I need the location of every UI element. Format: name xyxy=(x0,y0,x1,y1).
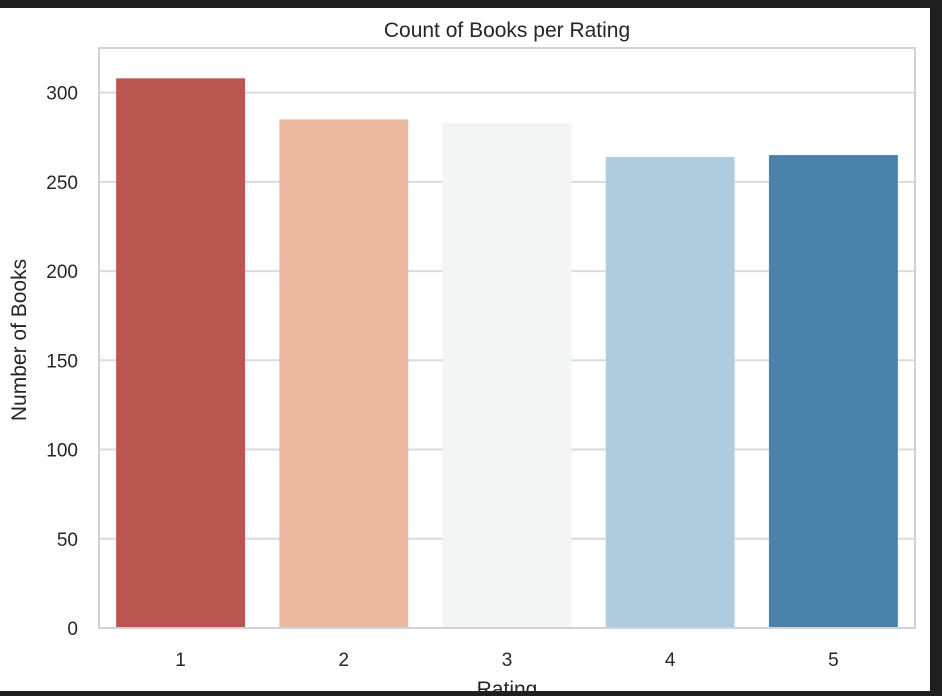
chart-title: Count of Books per Rating xyxy=(384,19,630,42)
bar-rating-1 xyxy=(116,78,246,629)
y-axis-ticks: 0 50 100 150 200 250 300 xyxy=(46,84,78,640)
x-tick-label: 4 xyxy=(665,650,676,671)
x-tick-label: 5 xyxy=(828,650,839,671)
y-tick-label: 200 xyxy=(46,262,78,283)
y-tick-label: 150 xyxy=(46,351,78,372)
plot-area xyxy=(98,47,916,629)
plot-frame xyxy=(98,47,916,629)
x-axis-ticks: 1 2 3 4 5 xyxy=(175,650,838,671)
y-tick-label: 250 xyxy=(46,173,78,194)
x-axis-label: Rating xyxy=(477,678,538,691)
x-tick-label: 2 xyxy=(339,650,350,671)
x-tick-label: 3 xyxy=(502,650,513,671)
y-tick-label: 50 xyxy=(57,530,78,551)
bar-rating-3 xyxy=(442,122,572,628)
bar-rating-4 xyxy=(605,156,735,628)
bar-rating-5 xyxy=(768,155,898,629)
x-tick-label: 1 xyxy=(175,650,186,671)
y-tick-label: 100 xyxy=(46,441,78,462)
y-tick-label: 0 xyxy=(67,619,78,640)
y-axis-label: Number of Books xyxy=(8,259,31,421)
bars xyxy=(116,78,898,629)
bar-rating-2 xyxy=(279,119,409,628)
y-tick-label: 300 xyxy=(46,84,78,105)
